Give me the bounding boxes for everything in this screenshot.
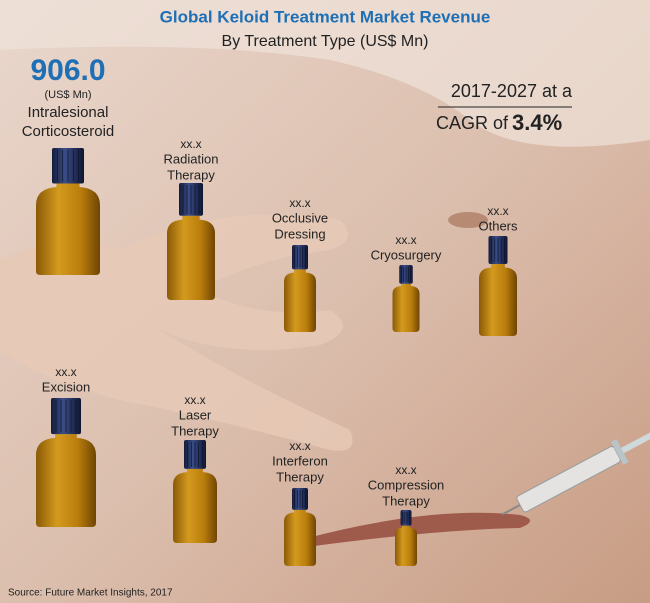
bottle [36, 148, 100, 275]
highlight-label: Intralesional [28, 104, 109, 121]
item-label: Occlusive [272, 210, 328, 225]
item-label: Interferon [272, 453, 328, 468]
bottle-body [167, 215, 215, 300]
item-label: Therapy [167, 167, 215, 182]
item-label: Others [478, 218, 518, 233]
bottle-body [36, 434, 96, 527]
item-label: Therapy [382, 493, 430, 508]
title: Global Keloid Treatment Market Revenue [160, 7, 491, 26]
bottle [395, 510, 417, 566]
item-value: xx.x [487, 204, 508, 218]
bottle-body [36, 183, 100, 275]
item-label: Cryosurgery [371, 247, 442, 262]
cagr-rate: 3.4% [512, 110, 562, 135]
bottle [36, 398, 96, 527]
item-value: xx.x [55, 365, 76, 379]
item-label: Therapy [171, 423, 219, 438]
item-label: Therapy [276, 469, 324, 484]
bottle-body [284, 269, 316, 332]
item-label: Radiation [164, 151, 219, 166]
bottle-body [479, 264, 517, 336]
highlight-label: Corticosteroid [22, 123, 115, 140]
bottle-body [284, 509, 316, 566]
item-label: Dressing [274, 226, 325, 241]
highlight-unit: (US$ Mn) [44, 89, 91, 101]
item-value: xx.x [184, 393, 205, 407]
background-light [0, 0, 650, 147]
item-label: Excision [42, 379, 90, 394]
subtitle: By Treatment Type (US$ Mn) [222, 33, 429, 50]
cagr-prefix: CAGR of [436, 113, 509, 133]
item-value: xx.x [289, 196, 310, 210]
bottle-body [395, 525, 417, 566]
bottle [284, 488, 316, 566]
bottle [479, 236, 517, 336]
navel [448, 212, 488, 228]
item-label: Laser [179, 407, 212, 422]
cagr-period: 2017-2027 at a [451, 81, 573, 101]
item-value: xx.x [180, 137, 201, 151]
bottle [284, 245, 316, 332]
bottle [167, 183, 215, 300]
bottle-body [173, 468, 217, 543]
bottle [173, 440, 217, 543]
bottle [392, 265, 420, 332]
highlight-value: 906.0 [30, 54, 105, 87]
item-value: xx.x [395, 233, 416, 247]
bottle-body [392, 283, 420, 332]
source: Source: Future Market Insights, 2017 [8, 588, 173, 599]
item-value: xx.x [395, 463, 416, 477]
item-label: Compression [368, 477, 445, 492]
item-value: xx.x [289, 439, 310, 453]
